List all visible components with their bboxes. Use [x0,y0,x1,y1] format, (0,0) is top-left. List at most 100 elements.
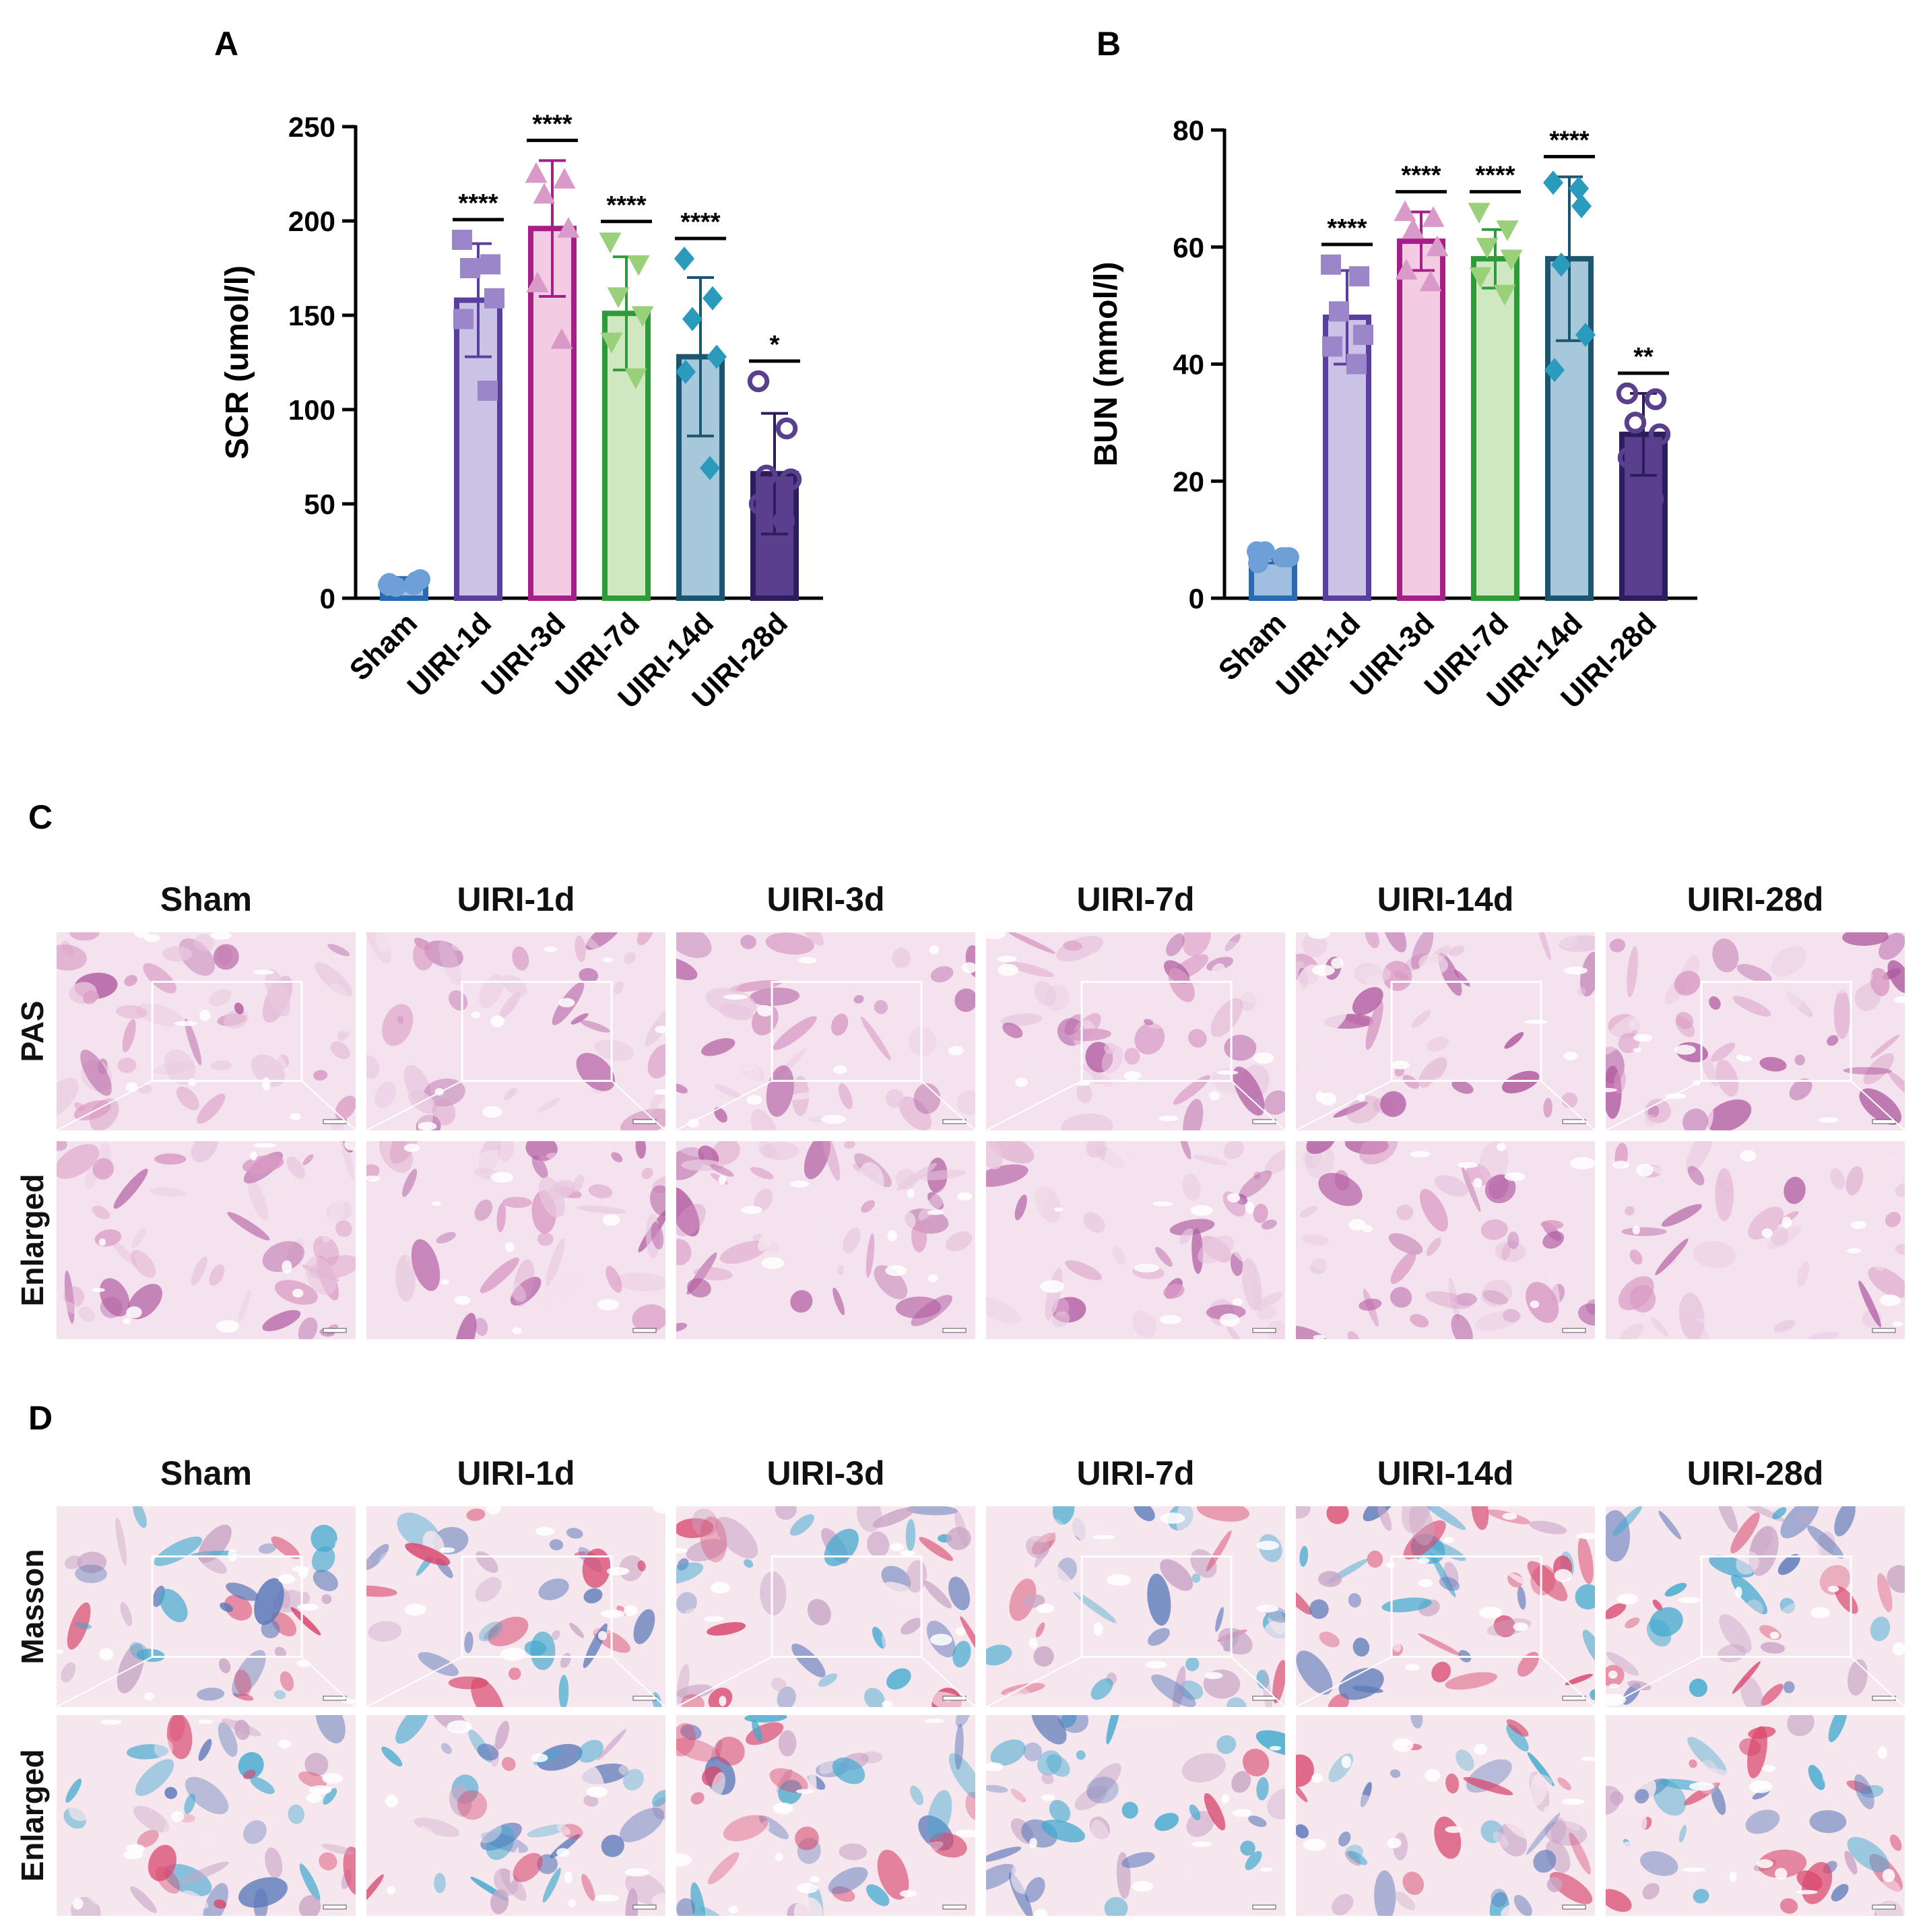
tissue-texture [750,1167,774,1180]
tubule-lumen [98,1238,106,1246]
tissue-texture [919,1537,954,1561]
micrograph-1 [1296,1715,1595,1916]
data-point [452,230,472,250]
zoom-box [1390,981,1542,1082]
tissue-texture [870,1772,884,1798]
tissue-texture [1352,987,1383,1015]
tubule-lumen [602,957,613,963]
data-point [460,258,480,278]
tissue-texture [1495,982,1508,995]
scale-bar [323,1904,347,1910]
tubule-lumen [490,1015,505,1027]
tissue-texture [122,1019,136,1053]
tissue-texture [405,1543,451,1566]
tissue-texture [546,1153,575,1165]
tissue-texture [1191,1573,1201,1583]
tissue-texture [606,1266,622,1293]
tissue-texture [471,1677,504,1707]
zoom-box [151,981,303,1082]
tissue-texture [583,1588,603,1604]
tissue-texture [573,1174,585,1193]
tissue-texture [622,1768,645,1791]
tissue-texture [930,966,954,983]
tissue-texture [1619,1323,1644,1339]
tissue-texture [126,1744,169,1760]
tissue-texture [1802,1533,1821,1576]
tissue-texture [1113,1675,1139,1701]
scale-bar [1562,1119,1586,1124]
tubule-lumen [820,1114,846,1124]
tubule-lumen [558,998,575,1008]
tissue-texture [867,1531,890,1558]
row-label: Masson [15,1549,50,1664]
tissue-texture [1296,1091,1309,1122]
tissue-texture [311,1546,335,1573]
tissue-texture [1183,1863,1194,1881]
tissue-texture [1348,1592,1361,1608]
tissue-texture [690,1792,705,1805]
tissue-texture [1687,1737,1727,1776]
tubule-lumen [790,1180,810,1188]
tissue-texture [1466,1163,1491,1186]
tissue-texture [600,1650,631,1696]
tissue-texture [1147,1573,1171,1626]
scale-bar [632,1904,657,1910]
tissue-texture [1705,1768,1745,1778]
tubule-lumen [676,1853,692,1867]
tubule-lumen [1674,1045,1696,1055]
tissue-texture [230,1669,271,1695]
tissue-texture [436,1143,470,1182]
tissue-texture [438,940,462,986]
tissue-texture [901,1617,922,1635]
tubule-lumen [1554,1569,1572,1582]
tubule-lumen [1581,1756,1595,1762]
tissue-texture [1653,1780,1687,1816]
tubule-lumen [556,1848,570,1857]
tissue-texture [549,1279,561,1329]
tubule-lumen [174,1021,197,1027]
tissue-texture [551,1630,560,1640]
zoom-line [301,1080,356,1131]
tissue-texture [1359,1141,1398,1165]
tubule-lumen [1894,996,1905,1004]
tissue-texture [676,1663,690,1706]
tissue-texture [831,1013,849,1036]
tissue-texture [1194,1155,1229,1165]
zoom-line [301,1656,356,1708]
tubule-lumen [290,1113,301,1120]
tubule-lumen [1191,1841,1212,1847]
tubule-lumen [366,1176,380,1182]
tissue-texture [262,1241,304,1273]
tissue-texture [1739,1738,1761,1756]
tissue-texture [1306,1141,1336,1154]
tissue-texture [795,1826,819,1850]
tissue-texture [1265,1148,1285,1175]
tissue-texture [197,1687,225,1701]
tissue-texture [1706,1099,1752,1130]
tissue-texture [197,1506,216,1528]
tissue-texture [587,1141,611,1161]
tissue-texture [1530,954,1571,986]
tissue-texture [1319,1632,1340,1648]
tissue-texture [1347,1850,1368,1865]
tissue-texture [1854,1774,1874,1809]
tissue-texture [920,1060,940,1080]
column-title: UIRI-28d [1687,880,1824,918]
tissue-texture [1426,1237,1441,1256]
tissue-texture [676,1083,688,1094]
tissue-texture [637,1560,646,1572]
data-point [1346,354,1367,375]
tissue-texture [1885,1211,1901,1227]
tissue-texture [335,1538,350,1554]
tissue-texture [715,1516,758,1559]
tissue-texture [1296,1325,1328,1339]
tissue-texture [1530,1770,1549,1806]
tissue-texture [249,1819,275,1850]
tissue-texture [99,1742,108,1751]
tissue-texture [1653,932,1678,971]
tissue-texture [777,1686,796,1707]
tissue-texture [965,1791,975,1821]
tissue-texture [1007,932,1055,954]
tissue-texture [652,1790,665,1807]
tissue-texture [73,1100,111,1121]
